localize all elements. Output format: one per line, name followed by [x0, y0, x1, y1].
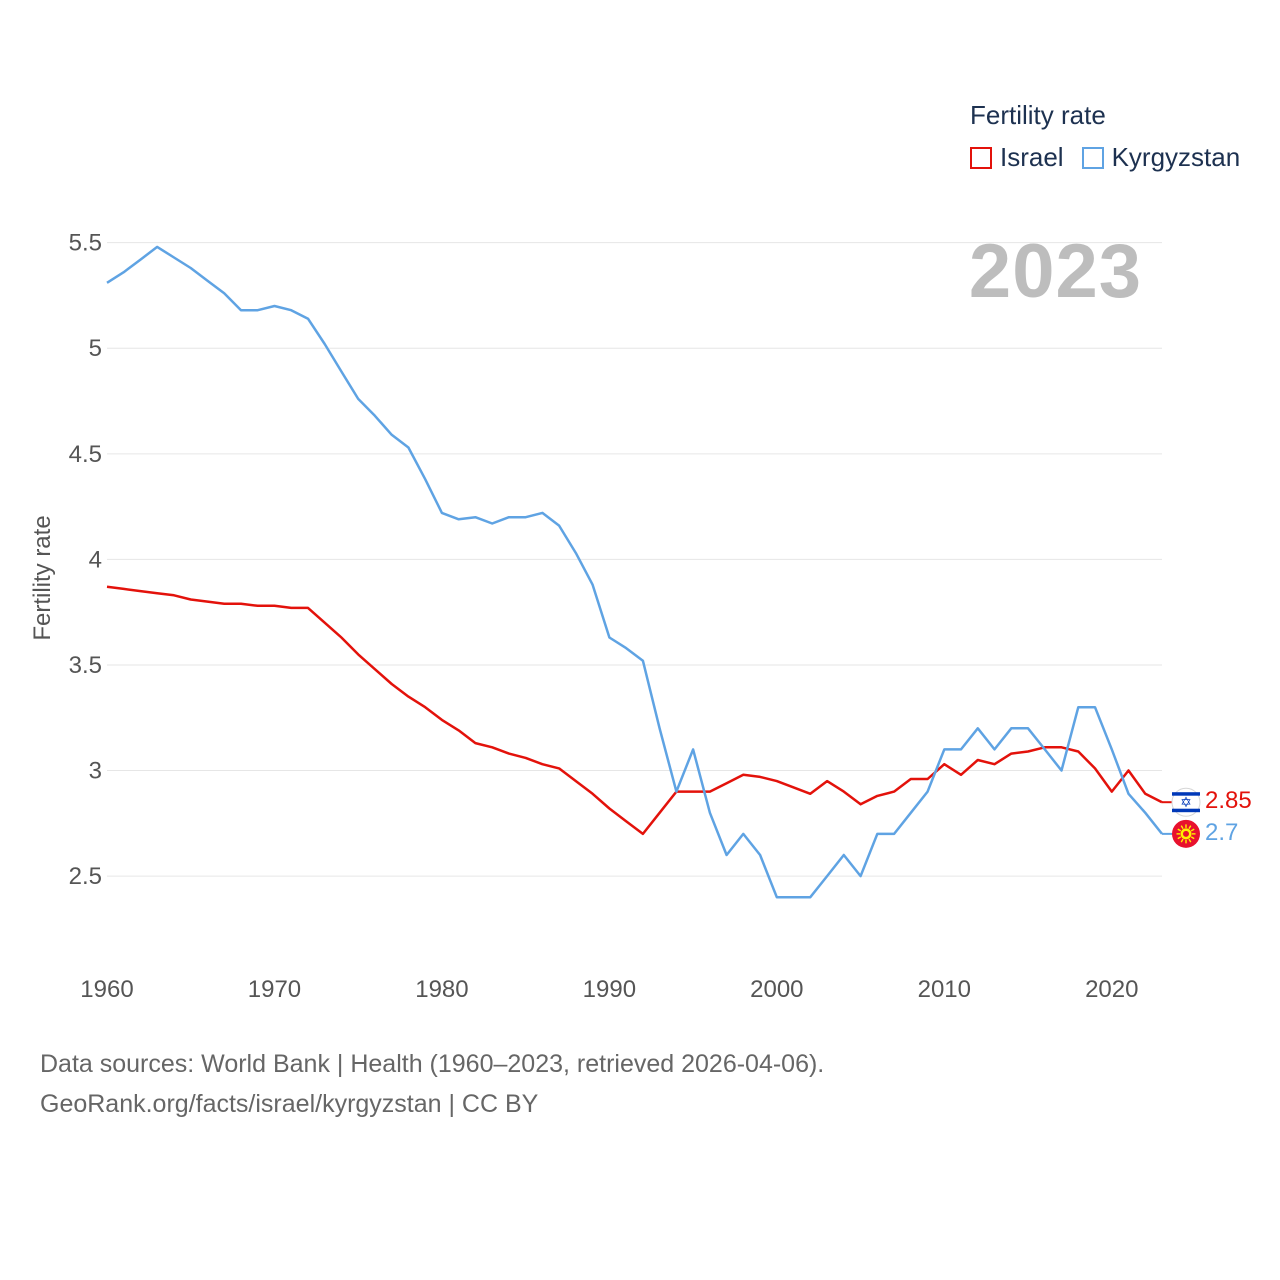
- legend: Israel Kyrgyzstan: [970, 142, 1258, 173]
- x-tick-label: 1960: [80, 976, 133, 1003]
- line-chart: 2.5 3 3.5 4 4.5 5 5.5 1960 1970 1980 1990 2000 2010…: [69, 230, 1201, 1003]
- y-tick-label: 4: [89, 546, 102, 573]
- y-tick-label: 5: [89, 335, 102, 362]
- israel-flag-icon: ✡: [1171, 787, 1201, 817]
- series-line-kyrgyzstan: [106, 245, 1163, 899]
- legend-item-kyrgyzstan[interactable]: Kyrgyzstan: [1081, 142, 1241, 173]
- legend-label-israel: Israel: [1000, 142, 1064, 172]
- legend-swatch-kyrgyzstan: [1081, 146, 1104, 169]
- source-note: Data sources: World Bank | Health (1960–…: [40, 1044, 824, 1124]
- y-tick-label: 3.5: [69, 652, 102, 679]
- source-line-2: GeoRank.org/facts/israel/kyrgyzstan | CC…: [40, 1090, 539, 1118]
- x-tick-label: 1990: [583, 976, 636, 1003]
- end-value-israel: 2.85: [1205, 787, 1252, 815]
- kyrgyzstan-flag-icon: [1172, 819, 1200, 848]
- x-tick-label: 1970: [248, 976, 301, 1003]
- y-tick-label: 5.5: [69, 230, 102, 257]
- legend-swatch-israel: [970, 146, 992, 169]
- source-line-1: Data sources: World Bank | Health (1960–…: [40, 1050, 825, 1078]
- y-tick-label: 4.5: [69, 441, 102, 468]
- legend-label-kyrgyzstan: Kyrgyzstan: [1111, 142, 1241, 172]
- x-tick-label: 1980: [415, 976, 468, 1003]
- x-tick-label: 2000: [750, 976, 803, 1003]
- y-tick-label: 2.5: [69, 863, 102, 890]
- legend-title: Fertility rate: [970, 100, 1106, 130]
- x-tick-label: 2020: [1085, 976, 1138, 1003]
- svg-text:✡: ✡: [1180, 795, 1192, 811]
- end-value-kyrgyzstan: 2.7: [1205, 818, 1239, 846]
- y-tick-label: 3: [89, 758, 102, 785]
- series-line-israel: [106, 585, 1163, 836]
- x-tick-label: 2010: [918, 976, 971, 1003]
- legend-item-israel[interactable]: Israel: [970, 142, 1064, 173]
